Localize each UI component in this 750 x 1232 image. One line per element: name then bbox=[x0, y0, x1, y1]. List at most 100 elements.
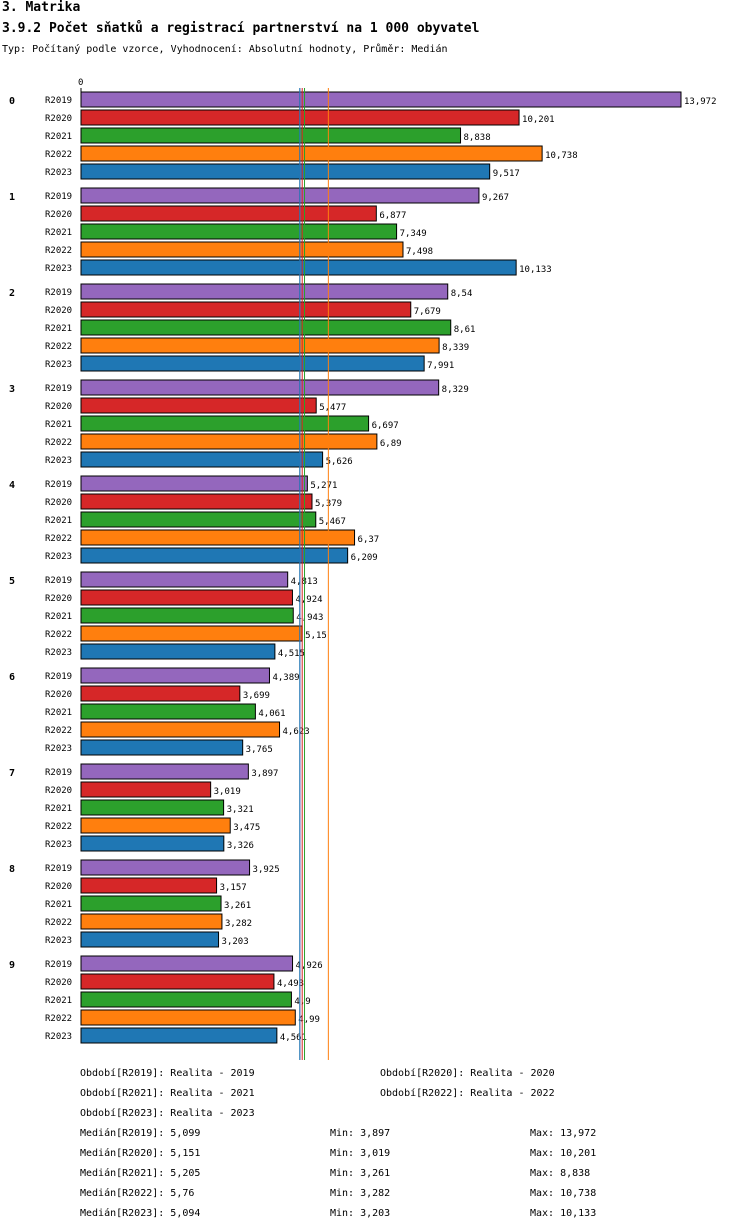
min-r2020: Min: 3,019 bbox=[330, 1148, 391, 1159]
bar-5-r2019 bbox=[80, 571, 289, 588]
section-title: 3. Matrika bbox=[2, 0, 81, 15]
category-label-2: 2 bbox=[9, 288, 15, 299]
data-label-0-r2023: 9,517 bbox=[493, 169, 520, 179]
series-label-r2020: R2020 bbox=[45, 882, 72, 892]
data-label-2-r2021: 8,61 bbox=[454, 325, 476, 335]
bar-7-r2020 bbox=[80, 781, 212, 798]
bar-2-r2023 bbox=[80, 355, 425, 372]
bar-2-r2021 bbox=[80, 319, 452, 336]
bar-2-r2022 bbox=[80, 337, 440, 354]
series-label-r2022: R2022 bbox=[45, 726, 72, 736]
bar-3-r2023 bbox=[80, 451, 324, 468]
bar-8-r2023 bbox=[80, 931, 220, 948]
series-label-r2023: R2023 bbox=[45, 456, 72, 466]
bar-4-r2020 bbox=[80, 493, 313, 510]
data-label-2-r2019: 8,54 bbox=[451, 289, 473, 299]
bar-0-r2022 bbox=[80, 145, 543, 162]
bar-9-r2019 bbox=[80, 955, 294, 972]
category-label-3: 3 bbox=[9, 384, 15, 395]
data-label-6-r2023: 3,765 bbox=[246, 745, 273, 755]
data-label-4-r2023: 6,209 bbox=[351, 553, 378, 563]
series-label-r2019: R2019 bbox=[45, 192, 72, 202]
data-label-9-r2020: 4,493 bbox=[277, 979, 304, 989]
data-label-5-r2022: 5,15 bbox=[305, 631, 327, 641]
category-label-1: 1 bbox=[9, 192, 15, 203]
series-label-r2019: R2019 bbox=[45, 960, 72, 970]
series-label-r2021: R2021 bbox=[45, 420, 72, 430]
data-label-7-r2023: 3,326 bbox=[227, 841, 254, 851]
series-label-r2023: R2023 bbox=[45, 168, 72, 178]
series-label-r2023: R2023 bbox=[45, 264, 72, 274]
bar-3-r2019 bbox=[80, 379, 440, 396]
series-label-r2020: R2020 bbox=[45, 786, 72, 796]
bar-9-r2022 bbox=[80, 1009, 296, 1026]
chart-subtitle: Typ: Počítaný podle vzorce, Vyhodnocení:… bbox=[2, 44, 448, 55]
bar-7-r2019 bbox=[80, 763, 249, 780]
legend-period-r2023: Období[R2023]: Realita - 2023 bbox=[80, 1108, 255, 1119]
bar-9-r2020 bbox=[80, 973, 275, 990]
category-label-4: 4 bbox=[9, 480, 15, 491]
data-label-1-r2020: 6,877 bbox=[379, 211, 406, 221]
data-label-6-r2019: 4,389 bbox=[272, 673, 299, 683]
bar-1-r2019 bbox=[80, 187, 480, 204]
series-label-r2022: R2022 bbox=[45, 822, 72, 832]
series-label-r2021: R2021 bbox=[45, 996, 72, 1006]
data-label-3-r2023: 5,626 bbox=[326, 457, 353, 467]
data-label-8-r2021: 3,261 bbox=[224, 901, 251, 911]
data-label-3-r2020: 5,477 bbox=[319, 403, 346, 413]
category-label-5: 5 bbox=[9, 576, 15, 587]
data-label-7-r2022: 3,475 bbox=[233, 823, 260, 833]
legend-period-r2019: Období[R2019]: Realita - 2019 bbox=[80, 1068, 255, 1079]
data-label-7-r2020: 3,019 bbox=[214, 787, 241, 797]
max-r2023: Max: 10,133 bbox=[530, 1208, 597, 1219]
bar-0-r2019 bbox=[80, 91, 682, 108]
data-label-2-r2020: 7,679 bbox=[414, 307, 441, 317]
data-label-8-r2022: 3,282 bbox=[225, 919, 252, 929]
bar-2-r2019 bbox=[80, 283, 449, 300]
axis-zero-label: 0 bbox=[78, 78, 83, 88]
bar-1-r2023 bbox=[80, 259, 517, 276]
series-label-r2019: R2019 bbox=[45, 96, 72, 106]
bar-6-r2023 bbox=[80, 739, 244, 756]
series-label-r2021: R2021 bbox=[45, 708, 72, 718]
bar-5-r2020 bbox=[80, 589, 293, 606]
series-label-r2023: R2023 bbox=[45, 1032, 72, 1042]
data-label-3-r2021: 6,697 bbox=[372, 421, 399, 431]
data-label-6-r2020: 3,699 bbox=[243, 691, 270, 701]
data-label-7-r2021: 3,321 bbox=[227, 805, 254, 815]
category-label-9: 9 bbox=[9, 960, 15, 971]
data-label-1-r2022: 7,498 bbox=[406, 247, 433, 257]
series-label-r2020: R2020 bbox=[45, 306, 72, 316]
data-label-1-r2019: 9,267 bbox=[482, 193, 509, 203]
bar-6-r2022 bbox=[80, 721, 281, 738]
data-label-9-r2019: 4,926 bbox=[296, 961, 323, 971]
bar-7-r2022 bbox=[80, 817, 231, 834]
series-label-r2021: R2021 bbox=[45, 324, 72, 334]
max-r2022: Max: 10,738 bbox=[530, 1188, 597, 1199]
data-label-7-r2019: 3,897 bbox=[251, 769, 278, 779]
series-label-r2023: R2023 bbox=[45, 840, 72, 850]
bar-4-r2023 bbox=[80, 547, 349, 564]
series-label-r2021: R2021 bbox=[45, 900, 72, 910]
bar-8-r2020 bbox=[80, 877, 218, 894]
bar-9-r2021 bbox=[80, 991, 292, 1008]
median-r2019: Medián[R2019]: 5,099 bbox=[80, 1128, 201, 1139]
bar-4-r2022 bbox=[80, 529, 356, 546]
bar-6-r2019 bbox=[80, 667, 270, 684]
min-r2021: Min: 3,261 bbox=[330, 1168, 391, 1179]
bar-3-r2022 bbox=[80, 433, 378, 450]
series-label-r2020: R2020 bbox=[45, 594, 72, 604]
category-label-6: 6 bbox=[9, 672, 15, 683]
bar-5-r2021 bbox=[80, 607, 294, 624]
bar-6-r2021 bbox=[80, 703, 256, 720]
series-label-r2019: R2019 bbox=[45, 768, 72, 778]
category-label-0: 0 bbox=[9, 96, 15, 107]
bar-1-r2020 bbox=[80, 205, 377, 222]
series-label-r2020: R2020 bbox=[45, 690, 72, 700]
bar-4-r2019 bbox=[80, 475, 308, 492]
data-label-3-r2022: 6,89 bbox=[380, 439, 402, 449]
data-label-4-r2019: 5,271 bbox=[310, 481, 337, 491]
data-label-3-r2019: 8,329 bbox=[442, 385, 469, 395]
data-label-8-r2020: 3,157 bbox=[220, 883, 247, 893]
bar-5-r2022 bbox=[80, 625, 303, 642]
